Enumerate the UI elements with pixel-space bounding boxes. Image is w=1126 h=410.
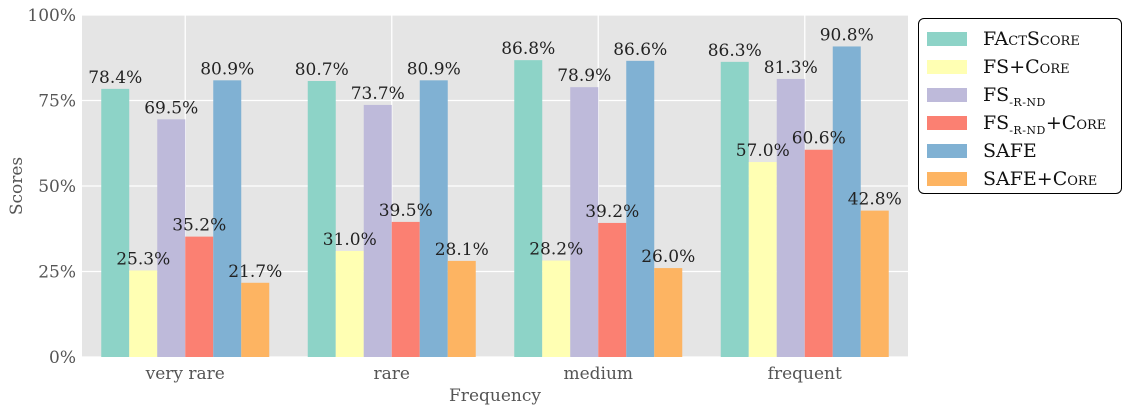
legend-item-factscore: FActScore — [927, 25, 1113, 53]
bar — [241, 282, 270, 357]
bar — [776, 78, 805, 357]
legend-item-fs-r-nd-core: FS-R-ND+Core — [927, 109, 1113, 137]
bar — [654, 268, 683, 357]
y-tick-label: 50% — [38, 177, 76, 197]
legend-item-safe: SAFE — [927, 137, 1113, 165]
data-label: 28.2% — [529, 240, 583, 260]
data-label: 78.9% — [557, 66, 611, 86]
data-label: 39.2% — [585, 202, 639, 222]
y-tick-label: 75% — [38, 92, 76, 112]
legend-swatch — [927, 88, 967, 102]
bar — [129, 270, 158, 357]
bar — [447, 260, 476, 357]
data-label: 73.7% — [351, 84, 405, 104]
bar — [335, 250, 364, 357]
bar — [157, 119, 186, 357]
data-labels: 78.4% 25.3% 69.5% 35.2% 80.9% 21.7% 80.7% 31.0%… — [88, 25, 902, 281]
legend-label: FS+Core — [983, 56, 1070, 78]
data-label: 86.8% — [501, 39, 555, 59]
legend-swatch — [927, 144, 967, 158]
legend-swatch — [927, 60, 967, 74]
bar — [363, 104, 392, 357]
bar — [213, 80, 242, 358]
legend-swatch — [927, 32, 967, 46]
legend-label: FS-R-ND — [983, 84, 1046, 109]
bar — [860, 210, 889, 357]
data-label: 81.3% — [764, 58, 818, 78]
legend-item-fs-core: FS+Core — [927, 53, 1113, 81]
data-label: 26.0% — [641, 247, 695, 267]
data-label: 60.6% — [792, 129, 846, 149]
legend-swatch — [927, 116, 967, 130]
bar — [570, 87, 599, 358]
y-tick-label: 100% — [27, 6, 76, 26]
y-tick-label: 0% — [49, 348, 76, 368]
bar — [626, 60, 655, 357]
data-label: 80.9% — [407, 59, 461, 79]
bar — [185, 236, 214, 357]
bar — [598, 222, 627, 357]
legend-item-fs-r-nd: FS-R-ND — [927, 81, 1113, 109]
data-label: 69.5% — [144, 98, 198, 118]
x-tick-label: rare — [374, 364, 410, 384]
legend-item-safe-core: SAFE+Core — [927, 165, 1113, 193]
data-label: 31.0% — [323, 230, 377, 250]
data-label: 28.1% — [435, 240, 489, 260]
data-label: 78.4% — [88, 68, 142, 88]
x-tick-labels: very rare rare medium frequent — [145, 364, 842, 384]
y-axis-title: Scores — [7, 157, 27, 215]
legend-label: SAFE+Core — [983, 168, 1098, 190]
data-label: 39.5% — [379, 201, 433, 221]
legend-label: FS-R-ND+Core — [983, 112, 1107, 137]
bar — [391, 221, 420, 357]
data-label: 80.7% — [295, 60, 349, 80]
y-tick-label: 25% — [38, 263, 76, 283]
data-label: 42.8% — [848, 190, 902, 210]
bar — [720, 61, 749, 357]
bar — [419, 80, 448, 358]
data-label: 86.3% — [708, 41, 762, 61]
x-tick-label: medium — [563, 364, 633, 384]
data-label: 35.2% — [172, 216, 226, 236]
bar — [101, 88, 130, 357]
bar — [804, 149, 833, 357]
x-tick-label: frequent — [768, 364, 842, 384]
x-tick-label: very rare — [145, 364, 225, 384]
y-tick-labels: 0% 25% 50% 75% 100% — [27, 6, 76, 368]
bar — [542, 260, 571, 357]
data-label: 80.9% — [200, 59, 254, 79]
data-label: 21.7% — [228, 262, 282, 282]
legend-swatch — [927, 172, 967, 186]
legend-label: SAFE — [983, 140, 1037, 162]
data-label: 90.8% — [820, 25, 874, 45]
bar — [748, 162, 777, 357]
data-label: 57.0% — [736, 141, 790, 161]
bars — [101, 46, 889, 358]
data-label: 86.6% — [613, 40, 667, 60]
bar — [307, 81, 336, 358]
data-label: 25.3% — [116, 249, 170, 269]
legend: FActScore FS+Core FS-R-ND FS-R-ND+Core S… — [918, 18, 1122, 194]
bar — [514, 60, 543, 357]
legend-label: FActScore — [983, 28, 1080, 50]
bar — [832, 46, 861, 358]
x-axis-title: Frequency — [449, 386, 541, 406]
